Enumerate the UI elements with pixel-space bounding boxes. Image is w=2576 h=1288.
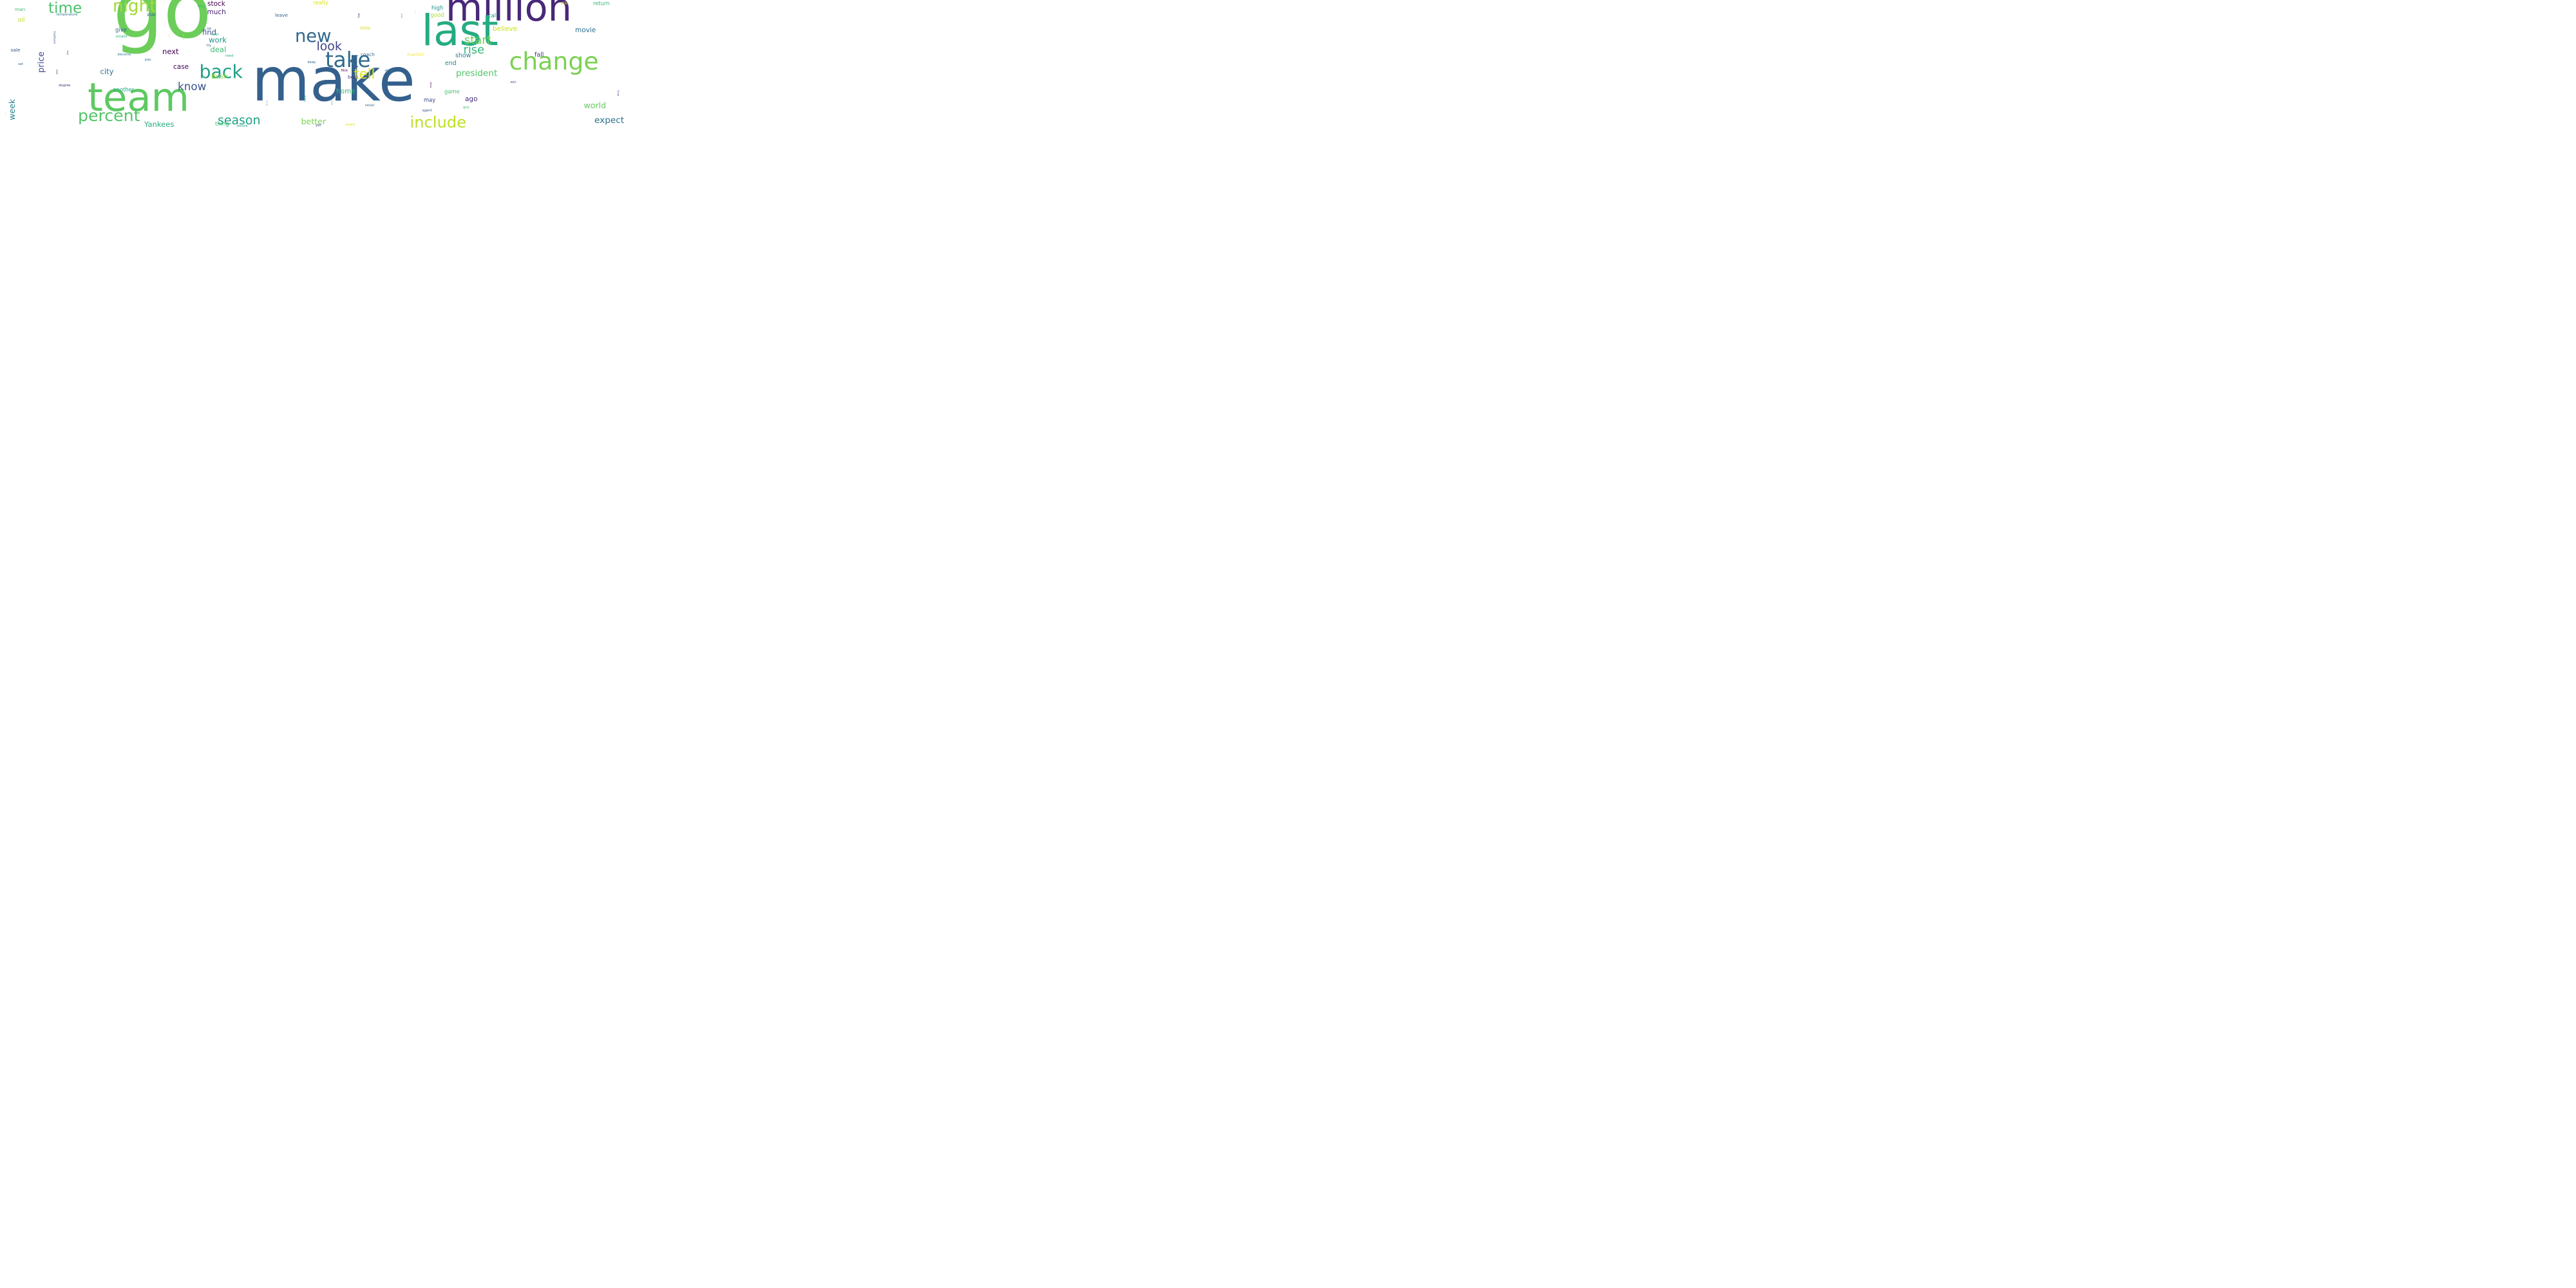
word-tell: tell [354,66,375,82]
word-rise: rise [463,43,485,57]
word-ever: ever [211,32,219,37]
word-end: end [445,59,457,67]
word-keep: keep [307,60,316,64]
word-bring: bring [616,90,620,96]
word-flick: flick [341,68,348,73]
word-deal: deal [210,45,227,54]
word-star: star [147,11,156,17]
word-look: look [316,39,342,53]
word-go: go [113,0,212,56]
word-time: time [48,0,82,17]
word-oil: oil [17,16,25,24]
word-million: million [446,0,572,30]
word-expect: expect [594,115,625,126]
word-start: start [464,33,491,47]
word-night: night [113,0,156,16]
word-show: show [455,52,471,59]
word-begin: begin [429,81,432,88]
word-agent: agent [422,108,432,113]
word-man: man [15,6,26,12]
word-new: new [295,26,332,46]
word-school: school [415,11,417,15]
word-season: season [218,113,261,128]
word-sale: sale [10,46,21,53]
word-include: include [410,113,466,131]
word-New_York: New_York [267,100,269,106]
word-always: always [330,100,333,106]
word-fall: fall [535,51,544,59]
word-need: need [225,53,234,58]
word-little: little [360,24,371,31]
word-win: win [510,80,516,84]
word-ago: ago [465,95,478,103]
word-movie: movie [575,26,596,34]
word-find: find [202,28,216,37]
word-take: take [325,47,371,72]
word-set: set [18,62,24,66]
word-pay: pay [145,57,151,62]
word-temperature: temperature [56,12,78,17]
word-know: know [178,79,207,93]
word-think: think [303,95,307,102]
word-back: back [199,61,243,82]
word-every: every [345,122,355,127]
word-believe: believe [493,24,518,33]
word-leave: leave [275,12,288,18]
word-people: people [116,34,128,39]
word-global: global [400,13,402,18]
word-work: work [209,35,227,44]
word-Yankees: Yankees [144,120,175,129]
word-company: company [53,31,57,44]
word-best: best [348,73,358,80]
word-record: record [236,124,248,128]
word-may: may [424,97,436,103]
word-economy: economy [169,33,171,39]
word-market: market [407,51,424,57]
word-never: never [365,103,375,108]
word-make: make [252,45,415,115]
word-lot: lot [207,26,212,31]
word-low: low [356,13,360,18]
word-week: week [6,99,17,120]
word-really: really [313,0,328,6]
word-good: good [430,12,444,18]
word-high: high [431,5,444,11]
word-percent: percent [78,106,140,125]
word-long: long [197,4,205,8]
word-give: give [115,26,127,33]
word-well: well [55,70,59,75]
word-last: last [421,6,498,55]
word-degree: degree [59,83,71,88]
word-thing: thing [215,120,229,127]
word-become: become [117,52,131,57]
word-another: another [113,86,135,93]
word-team: team [88,74,189,120]
word-price: price [36,51,46,73]
word-stand: stand [384,68,395,73]
word-home: home [336,87,355,95]
word-coach: coach [361,51,375,57]
word-play: play [66,50,69,55]
word-much: much [207,8,226,16]
word-case: case [173,62,189,71]
word-stock: stock [207,0,225,8]
word-yet: yet [316,123,321,128]
word-next: next [162,47,179,56]
word-better: better [301,116,327,126]
word-call: call [488,12,498,19]
word-president: president [456,68,498,79]
word-guy: guy [463,105,469,109]
word-still: still [560,1,568,6]
word-city: city [100,67,114,76]
word-Bush: Bush [211,72,228,80]
word-game: game [444,88,460,95]
word-return: return [593,0,610,6]
word-way: way [334,62,336,66]
word-world: world [583,100,607,110]
word-change: change [509,47,599,75]
word-climate: climate [182,33,185,40]
word-try: try [206,43,211,48]
